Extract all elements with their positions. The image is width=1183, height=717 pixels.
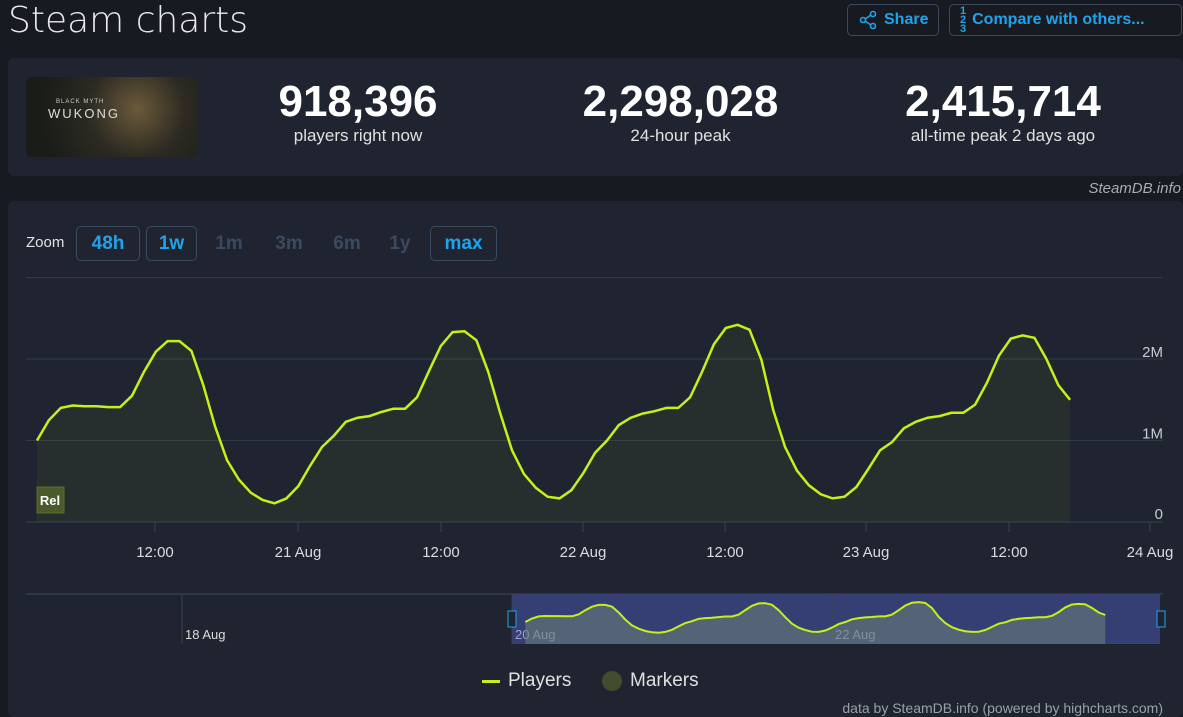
stat-label: players right now	[293, 126, 423, 145]
x-tick-label: 12:00	[990, 544, 1028, 561]
release-marker	[36, 486, 65, 514]
navigator-line	[524, 601, 1106, 634]
y-tick-label: 1M	[1142, 426, 1163, 443]
players-area	[37, 324, 1071, 522]
zoom-48h-button[interactable]: 48h	[76, 226, 140, 261]
y-tick-label: 2M	[1142, 344, 1163, 361]
navigator-tick-label: 18 Aug	[185, 627, 226, 642]
stat-24h-peak: 2,298,028 24-hour peak	[558, 78, 803, 146]
stats-panel: BLACK MYTH WUKONG 918,396 players right no…	[8, 58, 1183, 176]
cover-title: WUKONG	[48, 106, 120, 121]
x-tick-label: 24 Aug	[1127, 544, 1174, 561]
legend-label: Players	[508, 670, 572, 691]
x-tick-label: 22 Aug	[560, 544, 607, 561]
zoom-1m-button: 1m	[215, 232, 243, 254]
navigator-left-handle[interactable]	[507, 610, 517, 628]
cover-subtitle: BLACK MYTH	[56, 99, 105, 105]
navigator-area	[525, 602, 1106, 644]
zoom-1w-button[interactable]: 1w	[146, 226, 197, 261]
navigator-right-handle[interactable]	[1156, 610, 1166, 628]
zoom-max-button[interactable]: max	[430, 226, 497, 261]
legend-line-icon	[482, 679, 500, 683]
stat-label: all-time peak 2 days ago	[910, 126, 1096, 145]
page-title: Steam charts	[8, 0, 249, 41]
release-marker-label: Rel	[40, 493, 60, 508]
x-tick-label: 12:00	[136, 544, 174, 561]
stat-value: 918,396	[278, 77, 438, 126]
stat-value: 2,298,028	[582, 77, 779, 126]
game-cover-image[interactable]: BLACK MYTH WUKONG	[26, 77, 197, 157]
zoom-6m-button: 6m	[333, 232, 361, 254]
players-line	[35, 323, 1072, 505]
x-tick-label: 23 Aug	[843, 544, 890, 561]
share-icon	[859, 10, 877, 30]
legend-players[interactable]: Players	[482, 670, 571, 692]
zoom-3m-button: 3m	[275, 232, 303, 254]
x-tick-label: 12:00	[706, 544, 744, 561]
stat-label: 24-hour peak	[630, 126, 731, 145]
legend-markers[interactable]: Markers	[602, 670, 699, 692]
share-label: Share	[884, 11, 929, 28]
share-button[interactable]: Share	[847, 4, 940, 36]
stat-value: 2,415,714	[905, 77, 1101, 126]
stat-alltime-peak: 2,415,714 all-time peak 2 days ago	[878, 78, 1128, 146]
zoom-1y-button: 1y	[389, 232, 411, 254]
x-tick-label: 12:00	[422, 544, 460, 561]
chart-footer[interactable]: data by SteamDB.info (powered by highcha…	[842, 700, 1163, 716]
legend-marker-icon	[602, 671, 622, 691]
steamdb-credit[interactable]: SteamDB.info	[1088, 180, 1181, 197]
y-tick-label: 0	[1155, 506, 1163, 523]
compare-label: Compare with others...	[972, 11, 1145, 28]
legend-label: Markers	[630, 670, 699, 691]
zoom-label: Zoom	[26, 234, 65, 251]
x-tick-label: 21 Aug	[275, 544, 322, 561]
stat-current: 918,396 players right now	[258, 78, 458, 146]
